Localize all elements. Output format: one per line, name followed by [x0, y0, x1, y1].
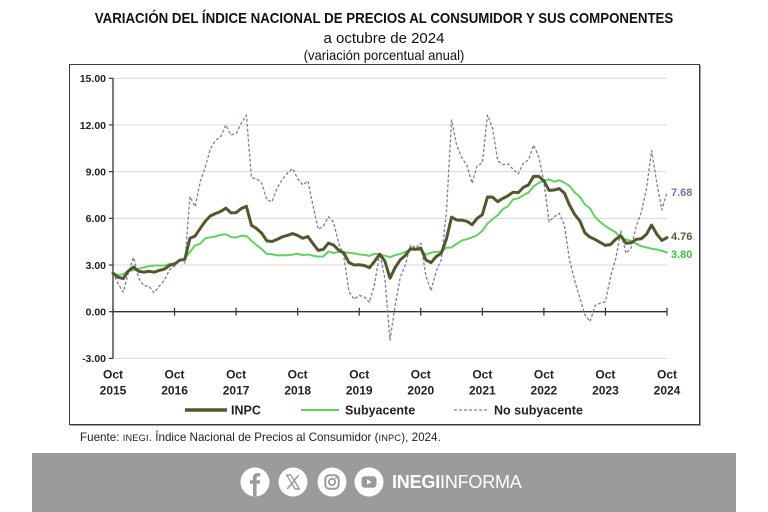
legend-label: No subyacente — [494, 404, 583, 418]
series-line-no-subyacente — [112, 114, 668, 341]
x-tick-label-month: Oct — [472, 368, 492, 382]
chart-subtitle: a octubre de 2024 — [323, 30, 445, 47]
x-tick-label-year: 2017 — [223, 384, 250, 398]
source-org: INEGI — [122, 433, 149, 444]
source-text-end: ), 2024. — [401, 430, 441, 444]
source-abbr: INPC — [378, 433, 402, 444]
y-tick-label: 15.00 — [80, 73, 106, 85]
source-text: . Índice Nacional de Precios al Consumid… — [148, 430, 379, 444]
legend-label: INPC — [231, 404, 261, 418]
chart-title: VARIACIÓN DEL ÍNDICE NACIONAL DE PRECIOS… — [94, 10, 674, 27]
series — [111, 114, 669, 341]
brand-inegi-informa: INEGIINFORMA — [392, 472, 522, 492]
end-label-subyacente: 3.80 — [671, 249, 692, 261]
x-tick-label-year: 2015 — [100, 384, 127, 398]
x-tick-label-month: Oct — [534, 368, 554, 382]
y-tick-label: 0.00 — [86, 307, 107, 319]
legend-item-no-subyacente: No subyacente — [454, 404, 583, 418]
chart-units: (variación porcentual anual) — [303, 47, 465, 63]
y-tick-label: 3.00 — [86, 260, 107, 272]
facebook-icon[interactable] — [240, 467, 270, 497]
y-tick-label: -3.00 — [82, 353, 106, 365]
youtube-icon[interactable] — [354, 467, 384, 497]
x-tick-label-month: Oct — [595, 368, 615, 382]
chart-frame — [69, 64, 700, 425]
x-tick-label-year: 2020 — [407, 384, 434, 398]
brand-bold: INEGI — [392, 472, 441, 492]
x-tick-label-year: 2016 — [161, 384, 188, 398]
series-line-subyacente — [112, 178, 668, 277]
y-tick-label: 9.00 — [86, 166, 107, 178]
x-tick-label-month: Oct — [226, 368, 246, 382]
legend-item-inpc: INPC — [185, 404, 261, 418]
y-axis-ticks: 15.00 12.00 9.00 6.00 3.00 0.00 -3.00 — [80, 73, 113, 365]
x-tick-label-year: 2019 — [346, 384, 373, 398]
legend-label: Subyacente — [345, 404, 415, 418]
x-axis-ticks: Oct 2015 Oct 2016 Oct 2017 Oct 2018 Oct 2019 Oct 20… — [100, 307, 681, 398]
x-tick-label-year: 2022 — [531, 384, 558, 398]
x-tick-label-month: Oct — [657, 368, 677, 382]
x-tick-label-month: Oct — [288, 368, 308, 382]
x-tick-label-year: 2023 — [592, 384, 619, 398]
instagram-icon[interactable] — [317, 467, 347, 497]
x-tick-label-year: 2021 — [469, 384, 496, 398]
series-line-inpc — [111, 174, 669, 281]
x-tick-label-year: 2018 — [284, 384, 311, 398]
source-note: Fuente: INEGI. Índice Nacional de Precio… — [80, 430, 441, 446]
x-tick-label-year: 2024 — [654, 384, 681, 398]
legend-item-subyacente: Subyacente — [301, 404, 415, 418]
y-tick-label: 12.00 — [80, 120, 106, 132]
source-label: Fuente: — [80, 430, 123, 444]
x-tick-label-month: Oct — [411, 368, 431, 382]
x-tick-label-month: Oct — [165, 368, 185, 382]
gridlines — [113, 77, 667, 359]
footer-banner: INEGIINFORMA — [32, 453, 736, 512]
end-label-no-subyacente: 7.68 — [671, 187, 692, 199]
x-icon[interactable] — [278, 467, 308, 497]
end-label-inpc: 4.76 — [671, 231, 692, 243]
legend: INPC Subyacente No subyacente — [185, 404, 583, 418]
x-tick-label-month: Oct — [103, 368, 123, 382]
y-tick-label: 6.00 — [86, 213, 107, 225]
brand-light: INFORMA — [440, 472, 522, 492]
x-tick-label-month: Oct — [349, 368, 369, 382]
